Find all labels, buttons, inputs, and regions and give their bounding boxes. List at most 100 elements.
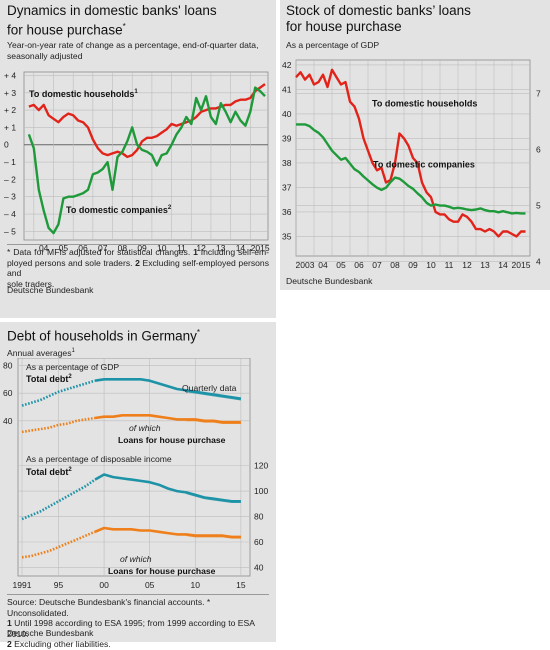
y-tick-label-left: 37 [282, 182, 292, 192]
income-total-debt-line-quarterly [186, 493, 241, 503]
chart-loan-stock: 42 41 40 39 38 37 36 35 7 6 5 4 2003 04 05 06 07 08 09 10 11… [282, 59, 541, 270]
panel3-footnote-l1: Source: Deutsche Bundesbank's financial … [7, 597, 211, 618]
x-tick-label: 05 [59, 243, 69, 253]
panel1-footnote-marker: * [7, 247, 14, 257]
x-tick-label: 12 [462, 260, 472, 270]
y-tick-label: + 2 [4, 105, 16, 115]
panel3-separator [7, 594, 269, 595]
y-tick-label: + 3 [4, 88, 16, 98]
y-tick-label-left: 38 [282, 158, 292, 168]
y-tick-label: – 1 [4, 157, 16, 167]
income-total-debt-label: Total debt2 [26, 467, 72, 477]
x-tick-label: 00 [99, 580, 109, 590]
panel3-footnote-line2: 1 Until 1998 according to ESA 1995; from… [7, 618, 269, 639]
x-tick-label: 10 [426, 260, 436, 270]
x-tick-label: 04 [318, 260, 328, 270]
x-tick-label: 15 [236, 580, 246, 590]
gdp-total-debt-line-quarterly [186, 391, 241, 401]
panel3-source: Deutsche Bundesbank [7, 628, 94, 638]
x-tick-label: 14 [236, 243, 246, 253]
panel2-title: Stock of domestic banks’ loans for house… [286, 3, 471, 34]
y-tick-label-right: 4 [536, 257, 541, 267]
series-companies-label: To domestic companies [373, 160, 475, 170]
y-tick-label-income: 80 [254, 512, 264, 522]
x-tick-label: 06 [354, 260, 364, 270]
x-tick-label: 05 [336, 260, 346, 270]
income-house-loans-line-dotted [21, 530, 96, 559]
income-house-loans-label: Loans for house purchase [108, 566, 216, 576]
gdp-total-debt-label: Total debt2 [26, 374, 72, 384]
panel2-subtitle: As a percentage of GDP [286, 40, 380, 50]
panel1-footnote-l2: Including self-em- [197, 247, 269, 257]
x-tick-label: 11 [177, 243, 186, 253]
panel1-footnote-n2: 2 [135, 257, 140, 268]
panel3-subtitle-text: Annual averages [7, 347, 72, 358]
y-tick-label: + 1 [4, 122, 16, 132]
series-households-line [28, 83, 266, 159]
gdp-total-debt-line-dotted [21, 379, 96, 407]
x-tick-label: 2015 [512, 260, 531, 270]
panel1-subtitle: Year-on-year rate of change as a percent… [7, 40, 259, 61]
plot-frame [23, 71, 269, 241]
panel-loan-stock: Stock of domestic banks’ loans for house… [280, 0, 550, 290]
panel1-source: Deutsche Bundesbank [7, 285, 94, 295]
x-tick-label: 06 [78, 243, 88, 253]
panel3-subtitle-mark: 1 [71, 348, 75, 354]
gdp-house-loans-label: Loans for house purchase [118, 435, 226, 445]
series-companies-line [27, 86, 266, 235]
gdp-of-which-label: of which [129, 423, 161, 433]
y-tick-label-right: 6 [536, 145, 541, 155]
y-tick-label-gdp: 80 [3, 361, 13, 371]
y-tick-label-left: 35 [282, 231, 292, 241]
x-tick-label: 14 [498, 260, 508, 270]
y-tick-label-income: 40 [254, 562, 264, 572]
x-tick-label: 10 [157, 243, 167, 253]
panel3-footnote-line1: Source: Deutsche Bundesbank's financial … [7, 597, 269, 618]
y-tick-label-gdp: 60 [3, 388, 13, 398]
x-tick-label: 11 [445, 260, 454, 270]
panel1-footnote-l3: ployed persons and sole traders. [7, 257, 136, 268]
panel-household-debt: Debt of households in Germany* Annual av… [0, 322, 276, 649]
panel3-subtitle: Annual averages1 [7, 346, 75, 359]
y-tick-label-income: 120 [254, 461, 268, 471]
x-tick-label: 1991 [13, 580, 32, 590]
y-tick-label-left: 36 [282, 207, 292, 217]
x-tick-label: 07 [372, 260, 382, 270]
panel1-footnote-line2: ployed persons and sole traders. 2 Exclu… [7, 258, 269, 279]
x-tick-label: 2003 [296, 260, 315, 270]
series-companies-label: To domestic companies2 [66, 205, 172, 215]
x-tick-label: 05 [145, 580, 155, 590]
panel1-footnote-n1: 1 [193, 247, 198, 257]
y-tick-label-right: 7 [536, 89, 541, 99]
x-tick-label: 08 [118, 243, 128, 253]
y-tick-label-right: 5 [536, 201, 541, 211]
y-tick-label: – 3 [4, 192, 16, 202]
income-total-debt-line-dotted [21, 478, 96, 521]
chart-loan-dynamics: + 4 + 3 + 2 + 1 0 – 1 – 2 – 3 – 4 – 5 04 05 06 07 08 09… [4, 70, 270, 253]
panel3-footnote-l2: Until 1998 according to ESA 1995; from 1… [7, 618, 255, 639]
y-tick-label-income: 100 [254, 486, 268, 496]
y-tick-label-gdp: 40 [3, 416, 13, 426]
x-tick-label: 09 [137, 243, 147, 253]
gdp-quarterly-annotation: Quarterly data [182, 383, 237, 393]
gdp-house-loans-line-dotted [21, 416, 96, 434]
x-tick-label: 2015 [251, 243, 270, 253]
x-tick-label: 09 [408, 260, 418, 270]
y-tick-label-left: 40 [282, 109, 292, 119]
x-tick-label: 10 [191, 580, 201, 590]
panel1-footnote-l1: Data for MFIs adjusted for statistical c… [13, 247, 194, 257]
panel1-title: Dynamics in domestic banks' loans for ho… [7, 3, 269, 39]
panel1-footnote-line1: * Data for MFIs adjusted for statistical… [7, 247, 269, 258]
series-households-line [295, 68, 526, 238]
y-tick-label: – 5 [4, 226, 16, 236]
panel1-footnote-line3: sole traders. [7, 279, 269, 290]
panel3-footnote-l3: Excluding other liabilities. [11, 639, 111, 649]
y-tick-label-left: 39 [282, 133, 292, 143]
series-companies-line [296, 123, 526, 215]
income-panel-title: As a percentage of disposable income [26, 454, 172, 464]
x-tick-label: 95 [54, 580, 64, 590]
panel3-title: Debt of households in Germany* [7, 325, 269, 345]
y-tick-label-income: 60 [254, 537, 264, 547]
x-tick-label: 12 [196, 243, 206, 253]
series-households-label: To domestic households1 [29, 89, 138, 99]
